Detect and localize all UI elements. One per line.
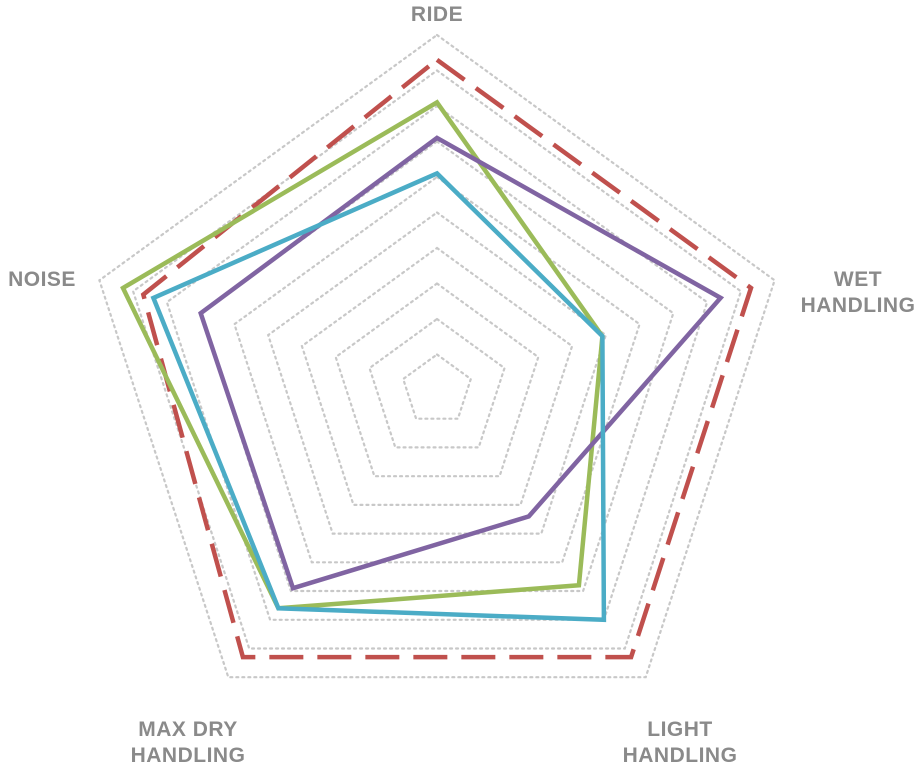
axis-label-wet-handling: WET HANDLING [801,268,916,317]
grid-ring-1 [401,353,473,420]
radar-series [120,56,754,660]
grid-ring-6 [233,175,641,564]
grid-ring-3 [334,282,540,478]
axis-label-line: WET [834,268,882,291]
grid-ring-2 [368,317,506,449]
axis-label-line: LIGHT [647,718,713,741]
axis-label-noise: NOISE [8,268,76,291]
axis-label-line: NOISE [8,268,76,291]
radar-grid [98,33,776,679]
axis-label-line: HANDLING [131,744,246,767]
axis-label-line: MAX DRY [138,718,238,741]
axis-labels: RIDE WET HANDLING LIGHT HANDLING MAX DRY HANDL… [8,3,915,767]
series-polygon-2 [120,99,605,611]
series-polygon-4 [150,170,607,623]
axis-label-light-handling: LIGHT HANDLING [623,718,738,767]
axis-label-ride: RIDE [411,3,463,26]
axis-label-line: HANDLING [801,294,916,317]
grid-ring-8 [165,104,709,621]
series-polygon-1 [140,56,754,660]
grid-ring-10 [98,33,776,679]
axis-label-line: RIDE [411,3,463,26]
axis-label-max-dry-handling: MAX DRY HANDLING [131,718,246,767]
grid-ring-4 [300,246,574,506]
series-polygon-3 [198,135,725,591]
axis-label-line: HANDLING [623,744,738,767]
